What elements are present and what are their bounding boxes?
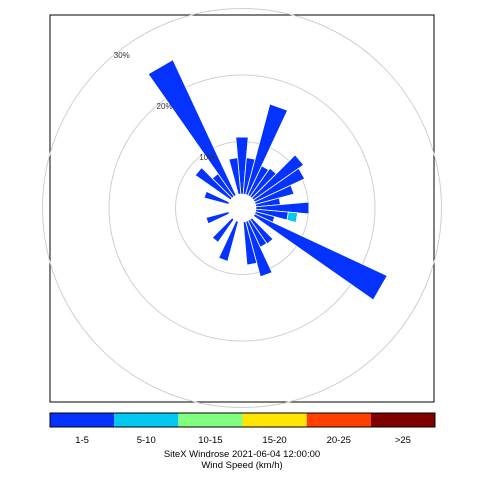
radial-tick-label: 30% bbox=[114, 51, 130, 60]
sector-bar-350 bbox=[228, 157, 242, 195]
sector-bar-310 bbox=[194, 166, 233, 201]
sector-bar-90 bbox=[255, 201, 310, 215]
sector-bar-140 bbox=[249, 217, 274, 245]
legend-swatch bbox=[50, 413, 115, 427]
radial-tick-label: 20% bbox=[157, 102, 173, 111]
sector-bar-200 bbox=[218, 220, 239, 262]
legend-label: 5-10 bbox=[137, 435, 156, 446]
grid-ring-20 bbox=[108, 74, 376, 342]
legend-label: 15-20 bbox=[262, 435, 286, 446]
legend-swatch bbox=[370, 413, 435, 427]
legend-label: 10-15 bbox=[198, 435, 222, 446]
sector-bar-290 bbox=[203, 190, 230, 205]
sector-bar-50 bbox=[251, 154, 305, 201]
legend-swatch bbox=[178, 413, 243, 427]
legend-title: Wind Speed (km/h) bbox=[201, 460, 282, 471]
sector-bar-220 bbox=[211, 217, 235, 243]
legend-frame bbox=[49, 412, 436, 428]
legend-swatch bbox=[242, 413, 307, 427]
sector-bar-70 bbox=[254, 184, 295, 205]
legend-swatch bbox=[114, 413, 179, 427]
sector-bar-100 bbox=[286, 211, 299, 223]
legend-label: 1-5 bbox=[75, 435, 89, 446]
speed-legend: 1-5 5-10 10-15 15-20 20-25 >25 bbox=[49, 412, 436, 446]
radial-tick-labels: 10% 20% 30% bbox=[114, 51, 216, 162]
grid-ring-30 bbox=[42, 8, 442, 408]
sector-bar-250 bbox=[205, 211, 230, 225]
sector-bar-0 bbox=[235, 136, 249, 195]
sector-bar-120 bbox=[252, 213, 388, 301]
sector-bar-170 bbox=[242, 221, 258, 266]
legend-label: >25 bbox=[395, 435, 411, 446]
sector-bar-60 bbox=[252, 167, 306, 203]
plot-frame bbox=[49, 14, 435, 403]
chart-title: SiteX Windrose 2021-06-04 12:00:00 bbox=[164, 449, 320, 460]
wind-sectors bbox=[147, 59, 388, 301]
sector-bar-330 bbox=[147, 59, 237, 198]
legend-label: 20-25 bbox=[327, 435, 351, 446]
radial-tick-label: 10% bbox=[199, 153, 215, 162]
sector-bar-160 bbox=[245, 220, 273, 278]
sector-bar-20 bbox=[245, 103, 289, 196]
legend-swatch bbox=[306, 413, 371, 427]
